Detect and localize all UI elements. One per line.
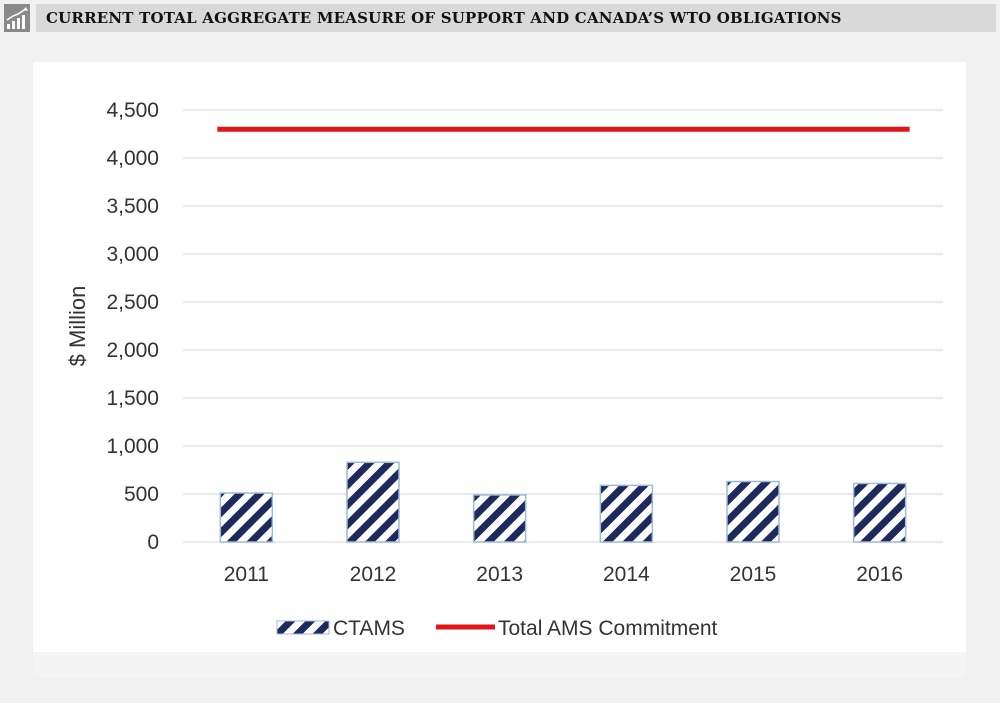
y-tick-label: 4,000 <box>106 147 159 170</box>
y-tick-label: 0 <box>147 531 159 554</box>
bar-ctams-2016 <box>852 482 907 543</box>
x-tick-label: 2016 <box>856 563 903 586</box>
bar-ctams-2013 <box>472 494 527 543</box>
x-tick-label: 2013 <box>476 563 523 586</box>
bar-ctams-2015 <box>726 480 780 543</box>
y-tick-label: 2,500 <box>106 291 159 314</box>
legend-swatch-ctams <box>276 620 330 635</box>
y-tick-label: 500 <box>124 483 159 506</box>
y-tick-label: 3,500 <box>106 195 159 218</box>
y-tick-label: 1,500 <box>106 387 159 410</box>
bar-ctams-2011 <box>219 492 274 543</box>
chart-canvas: 0 500 1,000 1,500 2,000 2,500 3,000 3,500 4,000 4… <box>65 99 943 640</box>
chart-panel: 0 500 1,000 1,500 2,000 2,500 3,000 3,500 4,000 4… <box>33 62 966 677</box>
x-tick-label: 2015 <box>730 563 777 586</box>
legend-label-ctams: CTAMS <box>333 617 405 640</box>
footer-strip <box>33 652 966 677</box>
y-tick-label: 3,000 <box>106 243 159 266</box>
bar-ctams-2012 <box>346 461 400 543</box>
bar-ctams-2014 <box>599 484 654 543</box>
y-tick-label: 4,500 <box>106 99 159 122</box>
header-bar: CURRENT TOTAL AGGREGATE MEASURE OF SUPPO… <box>36 4 996 32</box>
bar-chart-trend-icon <box>4 4 30 32</box>
y-axis-label: $ Million <box>65 286 90 367</box>
x-tick-label: 2011 <box>224 563 269 586</box>
y-tick-label: 2,000 <box>106 339 159 362</box>
x-tick-label: 2014 <box>603 563 650 586</box>
legend-label-total-ams: Total AMS Commitment <box>498 617 718 640</box>
x-tick-label: 2012 <box>350 563 397 586</box>
chart-title: CURRENT TOTAL AGGREGATE MEASURE OF SUPPO… <box>46 9 842 27</box>
y-tick-label: 1,000 <box>106 435 159 458</box>
chart-header: CURRENT TOTAL AGGREGATE MEASURE OF SUPPO… <box>0 0 1000 36</box>
